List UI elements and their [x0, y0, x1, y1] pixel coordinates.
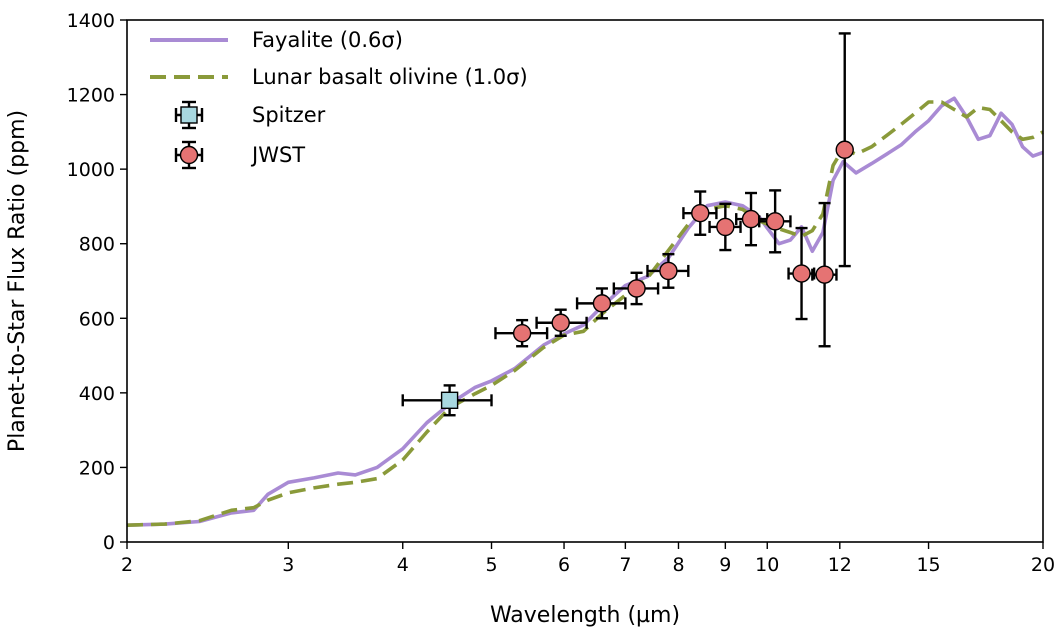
- x-tick-label: 8: [672, 554, 684, 576]
- legend: Fayalite (0.6σ) Lunar basalt olivine (1.…: [150, 28, 528, 170]
- jwst-marker: [659, 261, 678, 281]
- jwst-point: [612, 271, 660, 306]
- y-tick-label: 600: [79, 308, 115, 330]
- jwst-point: [682, 190, 718, 236]
- jwst-marker: [792, 264, 811, 283]
- x-tick-label: 2: [121, 554, 133, 576]
- jwst-point: [787, 226, 816, 321]
- jwst-marker: [551, 313, 570, 332]
- jwst-marker: [765, 212, 785, 231]
- y-tick-label: 1000: [67, 159, 115, 181]
- jwst-point: [708, 202, 742, 252]
- y-tick-label: 200: [79, 457, 115, 479]
- jwst-point: [646, 252, 690, 289]
- y-tick-label: 0: [103, 532, 115, 554]
- jwst-marker: [741, 209, 761, 229]
- x-tick-label: 6: [558, 554, 570, 576]
- x-tick-label: 5: [485, 554, 497, 576]
- x-tick-label: 10: [755, 554, 779, 576]
- spitzer-point: [401, 384, 493, 417]
- y-tick-label: 1400: [67, 10, 115, 32]
- legend-label-basalt: Lunar basalt olivine (1.0σ): [252, 65, 528, 89]
- y-axis-ticks: 0 200 400 600 800 1000 1200 1400: [67, 10, 127, 554]
- legend-marker-jwst: [174, 140, 204, 170]
- x-tick-label: 9: [719, 554, 731, 576]
- points-layer: [401, 32, 854, 417]
- x-axis-ticks: 2 3 4 5 6 7 8 9 10 12 15 20: [121, 542, 1055, 576]
- legend-label-spitzer: Spitzer: [252, 103, 326, 127]
- jwst-marker: [716, 217, 735, 237]
- y-tick-label: 400: [79, 383, 115, 405]
- x-tick-label: 12: [828, 554, 852, 576]
- x-axis-label: Wavelength (µm): [490, 603, 680, 628]
- legend-label-jwst: JWST: [250, 143, 305, 167]
- jwst-point: [575, 287, 627, 320]
- plot-background: [127, 20, 1043, 542]
- x-tick-label: 20: [1031, 554, 1055, 576]
- jwst-marker: [592, 294, 612, 313]
- jwst-marker: [815, 265, 834, 284]
- spitzer-marker: [440, 391, 459, 410]
- legend-marker-spitzer: [174, 100, 204, 130]
- jwst-marker: [512, 324, 532, 343]
- y-tick-label: 1200: [67, 85, 115, 107]
- jwst-point: [494, 318, 549, 348]
- y-tick-label: 800: [79, 234, 115, 256]
- jwst-point: [811, 201, 838, 348]
- x-tick-label: 3: [282, 554, 294, 576]
- x-tick-label: 4: [397, 554, 409, 576]
- jwst-marker: [627, 279, 646, 298]
- jwst-point: [835, 32, 854, 268]
- plot-frame: [126, 19, 1044, 543]
- jwst-marker: [691, 203, 710, 223]
- legend-label-fayalite: Fayalite (0.6σ): [252, 28, 403, 52]
- jwst-point: [758, 189, 792, 254]
- y-axis-label: Planet-to-Star Flux Ratio (ppm): [5, 110, 30, 452]
- x-tick-label: 7: [619, 554, 631, 576]
- jwst-point: [535, 308, 588, 338]
- jwst-marker: [835, 140, 854, 159]
- x-tick-label: 15: [916, 554, 940, 576]
